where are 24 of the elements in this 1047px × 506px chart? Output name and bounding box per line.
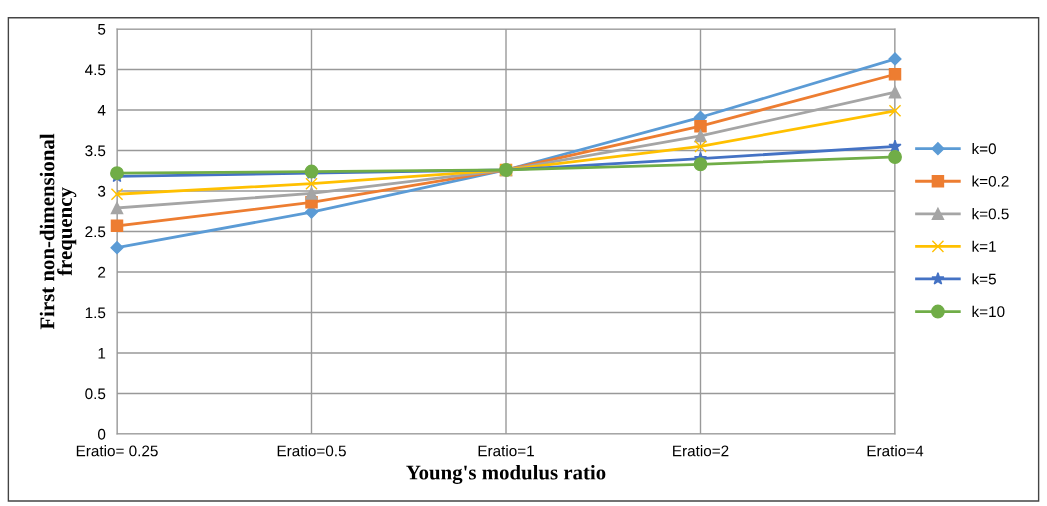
legend-label: k=5 <box>972 273 996 285</box>
y-tick-label: 4 <box>97 105 106 116</box>
x-tick-label: Eratio=0.5 <box>277 445 346 457</box>
y-tick-label: 3.5 <box>85 145 106 157</box>
y-tick-label: 1 <box>98 348 106 359</box>
y-axis-title: First non-dimensional frequency <box>39 133 77 330</box>
legend-label: k=10 <box>972 305 1005 318</box>
x-tick-label: Eratio= 0.25 <box>76 445 158 457</box>
y-tick-label: 2 <box>98 266 106 278</box>
y-tick-label: 3 <box>97 185 106 197</box>
legend-label: k=0.2 <box>972 175 1009 187</box>
y-tick-label: 0 <box>97 428 106 440</box>
x-tick-label: Eratio=4 <box>867 445 924 457</box>
x-axis-title: Young's modulus ratio <box>406 464 606 484</box>
y-tick-label: 2.5 <box>85 226 106 238</box>
legend-label: k=0.5 <box>972 208 1009 220</box>
y-tick-label: 1.5 <box>85 307 106 319</box>
x-tick-label: Eratio=1 <box>478 445 534 457</box>
legend-label: k=1 <box>972 240 996 252</box>
y-tick-label: 0.5 <box>85 388 106 400</box>
y-tick-label: 5 <box>98 24 106 35</box>
x-tick-label: Eratio=2 <box>673 445 729 457</box>
legend-label: k=0 <box>972 142 996 155</box>
y-tick-label: 4.5 <box>85 64 106 76</box>
